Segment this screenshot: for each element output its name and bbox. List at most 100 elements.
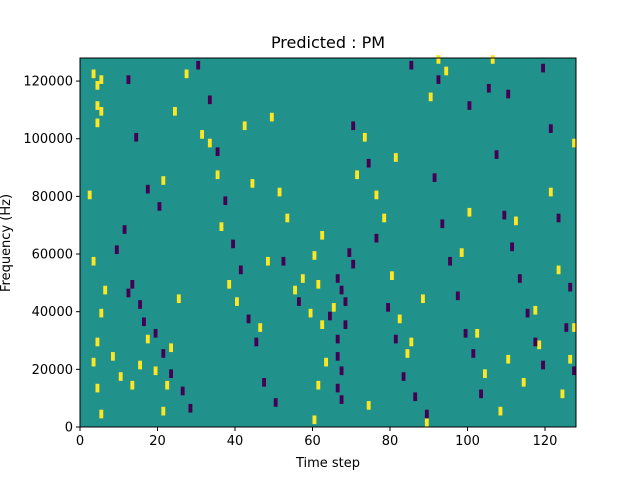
heatmap-cell-high: [548, 187, 553, 197]
heatmap-cell-high: [556, 265, 561, 275]
heatmap-cell-low: [409, 60, 414, 70]
heatmap-cell-high: [409, 337, 414, 347]
heatmap-cell-low: [231, 239, 236, 249]
heatmap-cell-low: [351, 259, 356, 269]
heatmap-cell-low: [479, 389, 484, 399]
heatmap-cells: [87, 55, 577, 427]
heatmap-cell-high: [459, 248, 464, 257]
y-tick-label: 0: [65, 421, 73, 436]
heatmap-cell-high: [215, 170, 220, 180]
heatmap-cell-high: [103, 285, 108, 295]
heatmap-cell-high: [506, 354, 511, 364]
heatmap-cell-low: [138, 300, 143, 309]
heatmap-cell-low: [366, 158, 371, 168]
heatmap-cell-low: [541, 63, 546, 73]
heatmap-cell-high: [95, 81, 100, 90]
heatmap-cell-high: [475, 328, 480, 338]
x-tick-label: 120: [533, 434, 558, 449]
heatmap-cell-low: [126, 288, 131, 298]
heatmap-cell-low: [246, 314, 251, 324]
heatmap-cell-high: [331, 303, 336, 312]
heatmap-cell-low: [126, 75, 131, 84]
y-tick-label: 20000: [32, 363, 73, 378]
heatmap-cell-high: [324, 357, 329, 367]
heatmap-cell-high: [250, 179, 255, 188]
heatmap-cell-high: [184, 69, 189, 79]
heatmap-cell-low: [335, 334, 340, 344]
heatmap-cell-high: [153, 366, 158, 376]
heatmap-cell-high: [207, 138, 212, 148]
y-tick-label: 40000: [32, 305, 73, 320]
x-tick-label: 0: [76, 434, 84, 449]
heatmap-cell-low: [517, 274, 522, 283]
heatmap-cell-high: [145, 334, 150, 344]
heatmap-cell-low: [207, 95, 212, 105]
heatmap-cell-low: [525, 308, 530, 318]
heatmap-cell-low: [494, 150, 499, 159]
y-axis-label: Frequency (Hz): [0, 194, 14, 292]
heatmap-cell-high: [293, 285, 298, 295]
heatmap-cell-high: [444, 66, 449, 76]
heatmap-cell-low: [374, 233, 379, 243]
heatmap-cell-high: [169, 343, 174, 353]
heatmap-cell-low: [510, 242, 515, 252]
heatmap-cell-high: [173, 107, 177, 116]
heatmap-cell-high: [161, 176, 166, 185]
heatmap-cell-low: [486, 83, 491, 93]
heatmap-cell-high: [269, 112, 274, 122]
heatmap-cell-high: [568, 354, 573, 364]
heatmap-cell-low: [393, 334, 398, 344]
chart-title: Predicted : PM: [271, 33, 385, 52]
heatmap-cell-high: [382, 213, 387, 223]
heatmap-cell-low: [568, 282, 573, 292]
heatmap-cell-high: [99, 75, 104, 84]
heatmap-cell-high: [483, 369, 487, 378]
heatmap-cell-high: [95, 101, 100, 110]
heatmap-cell-high: [99, 409, 104, 419]
heatmap-cell-high: [572, 138, 577, 148]
heatmap-cell-low: [169, 369, 174, 378]
heatmap-cell-high: [138, 360, 143, 370]
heatmap-cell-low: [541, 360, 546, 370]
heatmap-cell-low: [339, 366, 344, 376]
heatmap-cell-low: [157, 202, 162, 211]
heatmap-cell-high: [118, 372, 123, 381]
heatmap-cell-high: [300, 274, 305, 283]
heatmap-cell-low: [196, 60, 201, 70]
heatmap-cell-low: [471, 349, 476, 358]
heatmap-cell-low: [386, 303, 391, 312]
heatmap-cell-high: [390, 271, 394, 280]
heatmap-cell-low: [432, 173, 437, 182]
heatmap-cell-high: [95, 118, 100, 128]
heatmap-cell-low: [335, 383, 340, 393]
heatmap-cell-high: [308, 308, 313, 318]
heatmap-cell-low: [556, 213, 561, 223]
heatmap-cell-high: [312, 251, 317, 260]
heatmap-cell-high: [99, 107, 104, 116]
heatmap-cell-high: [428, 92, 433, 102]
heatmap-cell-high: [312, 415, 317, 425]
heatmap-cell-high: [176, 294, 181, 304]
heatmap-cell-high: [242, 121, 247, 131]
heatmap-cell-low: [328, 311, 332, 321]
heatmap-cell-low: [114, 245, 119, 255]
heatmap-cell-low: [153, 328, 158, 338]
heatmap-cell-high: [405, 349, 410, 358]
heatmap-cell-high: [521, 377, 526, 387]
heatmap-cell-low: [436, 75, 441, 84]
plot-area: [79, 55, 577, 428]
heatmap-cell-high: [572, 323, 577, 332]
y-tick-label: 100000: [23, 132, 73, 147]
heatmap-cell-high: [95, 383, 100, 393]
heatmap-cell-low: [572, 366, 577, 376]
heatmap-cell-high: [95, 337, 100, 347]
heatmap-cell-high: [285, 213, 290, 223]
heatmap-cell-high: [436, 55, 441, 64]
heatmap-cell-high: [514, 216, 518, 226]
x-axis-label: Time step: [295, 456, 360, 471]
heatmap-cell-low: [281, 256, 286, 266]
heatmap-cell-high: [99, 308, 104, 318]
heatmap-cell-low: [455, 291, 460, 301]
heatmap-cell-low: [548, 124, 553, 133]
